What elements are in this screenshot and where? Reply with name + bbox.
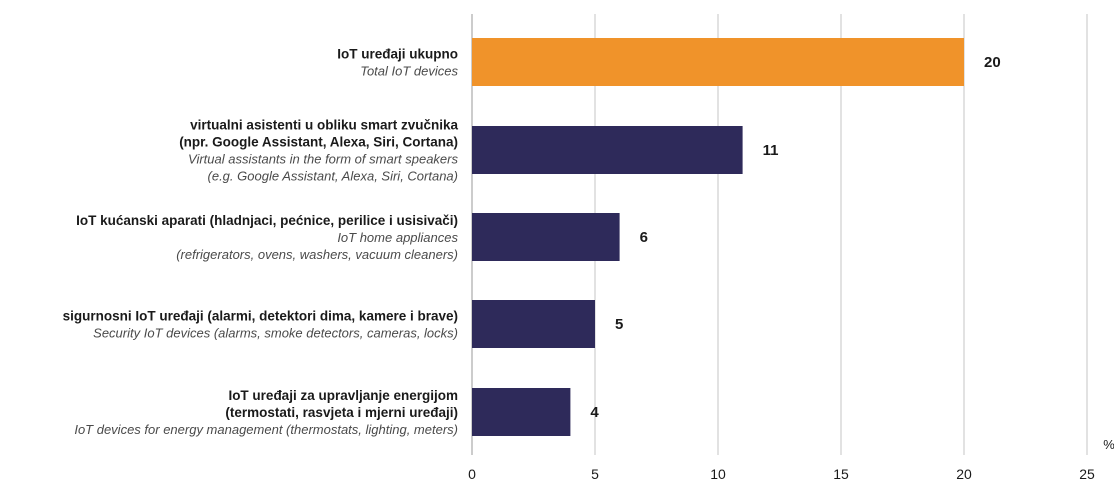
bar-0 — [472, 38, 964, 86]
category-label-0-line-0: IoT uređaji ukupno — [337, 47, 458, 62]
x-axis: 0 5 10 15 20 25% — [468, 437, 1114, 482]
category-label-2-line-1: IoT home appliances — [337, 230, 458, 245]
category-label-4-line-1: (termostati, rasvjeta i mjerni uređaji) — [225, 405, 458, 420]
x-tick-label-25: 25 — [1079, 466, 1095, 482]
value-labels: 20 11 6 5 4 — [590, 54, 1000, 421]
category-label-4-line-2: IoT devices for energy management (therm… — [74, 422, 458, 437]
x-unit-label: % — [1103, 437, 1114, 452]
category-label-1-line-0: virtualni asistenti u obliku smart zvučn… — [190, 118, 458, 133]
value-label-1: 11 — [763, 142, 779, 159]
category-label-1-line-1: (npr. Google Assistant, Alexa, Siri, Cor… — [179, 135, 458, 150]
bars — [472, 38, 964, 436]
category-label-0-line-1: Total IoT devices — [360, 64, 458, 79]
bar-3 — [472, 300, 595, 348]
bar-2 — [472, 213, 620, 261]
x-tick-label-10: 10 — [710, 466, 726, 482]
x-tick-label-5: 5 — [591, 466, 599, 482]
grid-lines — [471, 14, 1088, 455]
category-label-1-line-2: Virtual assistants in the form of smart … — [188, 152, 458, 167]
category-label-3-line-0: sigurnosni IoT uređaji (alarmi, detektor… — [63, 309, 458, 324]
bar-4 — [472, 388, 571, 436]
value-label-4: 4 — [590, 404, 599, 421]
bar-1 — [472, 126, 743, 174]
category-label-1-line-3: (e.g. Google Assistant, Alexa, Siri, Cor… — [208, 169, 458, 184]
category-labels: IoT uređaji ukupno Total IoT devices virtu… — [63, 47, 459, 438]
x-tick-label-15: 15 — [833, 466, 849, 482]
category-label-4-line-0: IoT uređaji za upravljanje energijom — [228, 388, 458, 403]
category-label-2-line-2: (refrigerators, ovens, washers, vacuum c… — [176, 247, 458, 262]
x-tick-label-20: 20 — [956, 466, 972, 482]
category-label-3-line-1: Security IoT devices (alarms, smoke dete… — [93, 326, 458, 341]
category-label-2-line-0: IoT kućanski aparati (hladnjaci, pećnice… — [76, 213, 458, 228]
value-label-2: 6 — [640, 229, 648, 246]
x-tick-label-0: 0 — [468, 466, 476, 482]
value-label-3: 5 — [615, 316, 623, 333]
value-label-0: 20 — [984, 54, 1001, 71]
